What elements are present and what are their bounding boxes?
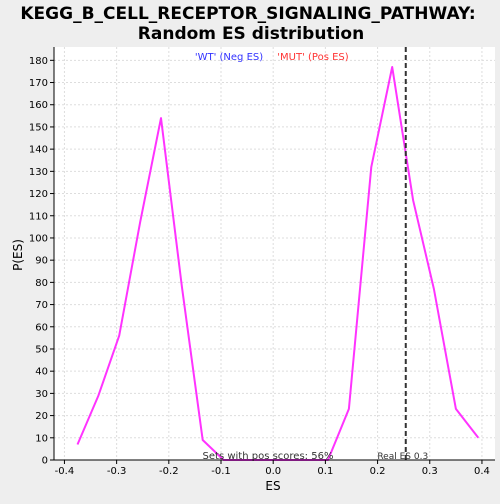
x-tick-label: 0.0 [265, 466, 281, 477]
x-tick-label: -0.3 [107, 466, 127, 477]
y-tick-label: 120 [29, 189, 48, 200]
legend-entry-mut: 'MUT' (Pos ES) [277, 52, 348, 63]
y-tick-label: 0 [42, 456, 48, 467]
y-tick-label: 90 [35, 256, 48, 267]
y-tick-label: 180 [29, 56, 48, 67]
y-axis-label: P(ES) [11, 239, 25, 271]
real-es-label: Real ES 0.3 [377, 452, 428, 462]
y-tick-label: 40 [35, 367, 48, 378]
plot-area [54, 47, 495, 460]
y-tick-label: 30 [35, 389, 48, 400]
x-tick-label: -0.4 [55, 466, 75, 477]
x-tick-label: -0.2 [159, 466, 179, 477]
axes: -0.4 -0.3 -0.2 -0.1 0.0 0.1 0.2 0.3 0.4 0 10 20 30 40… [29, 47, 495, 477]
pos-score-annotation: Sets with pos scores: 56% [203, 451, 334, 462]
y-tick-label: 70 [35, 300, 48, 311]
y-tick-label: 130 [29, 167, 48, 178]
y-tick-label: 150 [29, 122, 48, 133]
x-tick-label: 0.3 [422, 466, 438, 477]
chart-title-line-2: Random ES distribution [138, 24, 364, 44]
y-tick-label: 50 [35, 344, 48, 355]
y-tick-label: 170 [29, 78, 48, 89]
x-tick-label: 0.4 [474, 466, 490, 477]
reference-layer: Real ES 0.3 [377, 47, 428, 462]
chart-title-line-1: KEGG_B_CELL_RECEPTOR_SIGNALING_PATHWAY: [20, 4, 475, 24]
y-tick-label: 140 [29, 145, 48, 156]
y-tick-label: 110 [29, 211, 48, 222]
x-tick-label: -0.1 [211, 466, 231, 477]
y-tick-label: 10 [35, 433, 48, 444]
y-tick-label: 60 [35, 322, 48, 333]
y-tick-label: 80 [35, 278, 48, 289]
y-tick-label: 160 [29, 100, 48, 111]
y-tick-label: 100 [29, 233, 48, 244]
grid [54, 47, 495, 460]
x-axis-label: ES [265, 479, 280, 493]
y-tick-label: 20 [35, 411, 48, 422]
x-tick-label: 0.1 [317, 466, 333, 477]
legend-entry-wt: 'WT' (Neg ES) [195, 52, 263, 63]
x-tick-label: 0.2 [370, 466, 386, 477]
